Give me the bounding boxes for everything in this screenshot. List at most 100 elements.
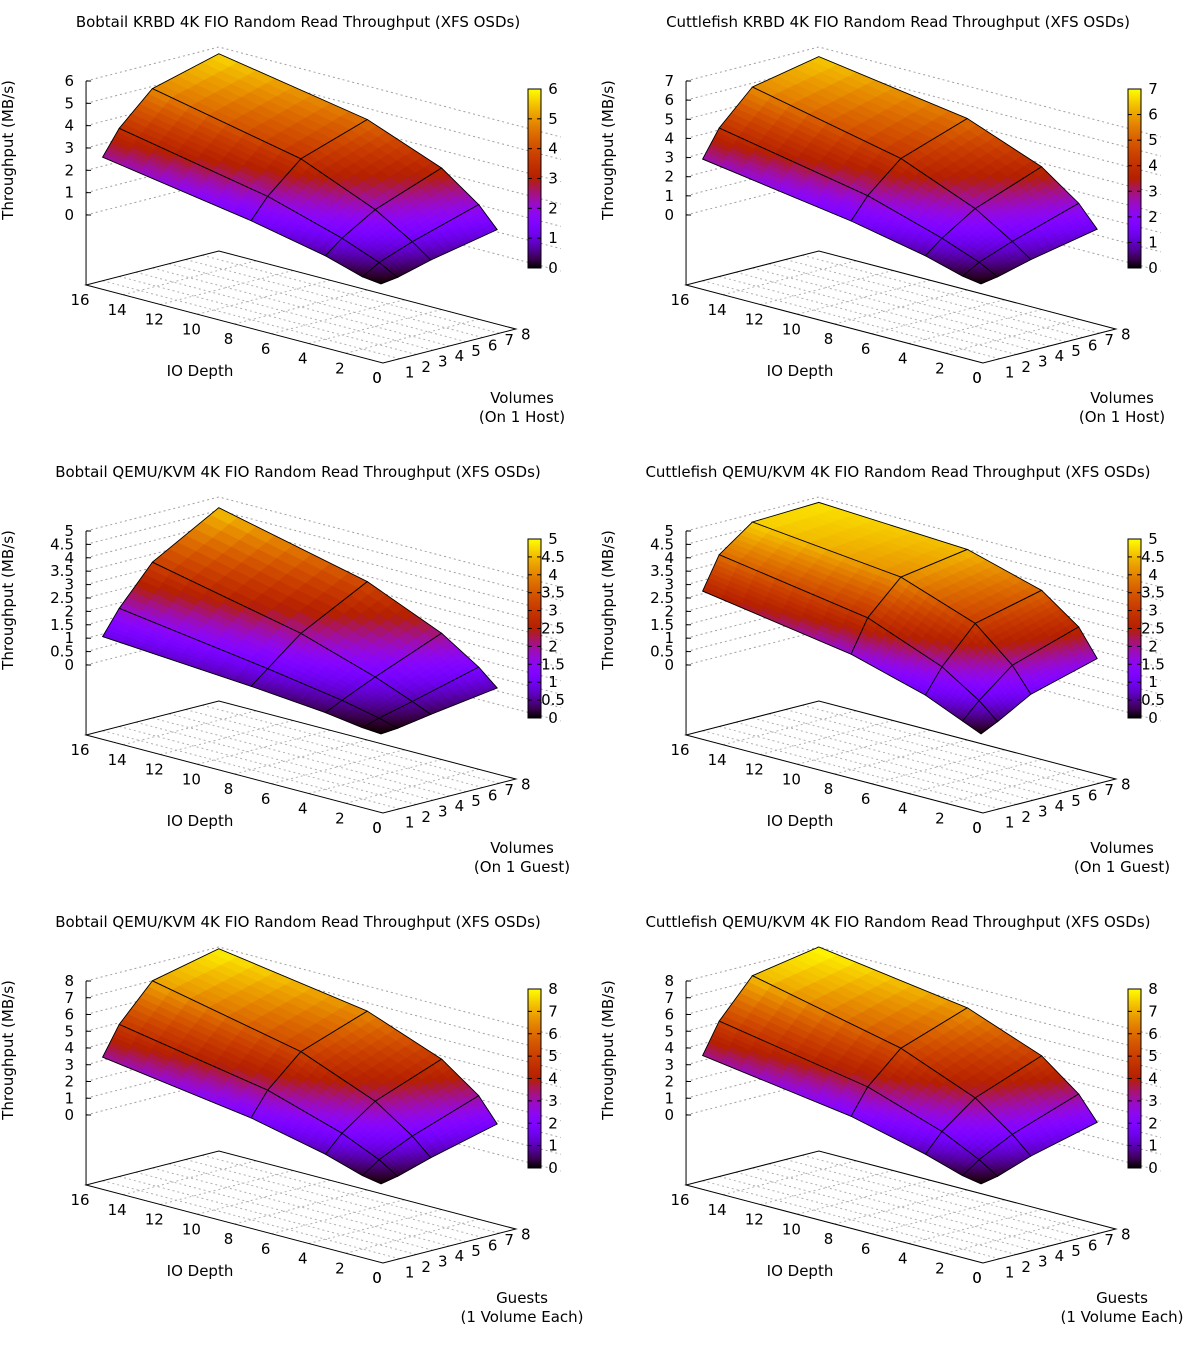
z-tick-label: 3 [664, 149, 674, 167]
z-gridline [685, 180, 1161, 272]
z-tick-label: 2 [664, 1073, 674, 1091]
z-gridline [685, 1080, 1161, 1172]
y-tick-label: 4 [455, 797, 465, 815]
x-tick-label: 8 [224, 780, 234, 798]
z-tick-label: 4 [664, 1039, 674, 1057]
x-tick-label: 2 [935, 359, 945, 377]
colorbar-tick-label: 5 [548, 1047, 558, 1065]
y-tick-label: 1 [405, 1264, 415, 1282]
surface-chart: Bobtail QEMU/KVM 4K FIO Random Read Thro… [0, 913, 584, 1326]
surface-patch [850, 617, 943, 696]
surface-patch [361, 1159, 399, 1185]
base-plane [684, 1150, 1118, 1264]
y-tick-label: 6 [1088, 336, 1098, 354]
z-gridline [85, 979, 561, 1071]
base-gridline [185, 709, 483, 788]
y-axis-label: Volumes [1090, 839, 1154, 857]
y-tick-label: 2 [421, 358, 431, 376]
y-axis-label: (On 1 Guest) [1074, 858, 1170, 876]
y-tick-label: 4 [455, 1247, 465, 1265]
z-tick-label: 3.5 [50, 562, 74, 580]
base-gridline [785, 709, 1083, 788]
base-gridline [152, 1167, 450, 1247]
x-tick-label: 8 [224, 1230, 234, 1248]
base-gridline [735, 271, 1033, 351]
chart-panel: Cuttlefish QEMU/KVM 4K FIO Random Read T… [600, 450, 1200, 900]
z-tick-label: 8 [64, 972, 74, 990]
surface-patch [151, 948, 369, 1053]
y-tick-label: 7 [1104, 1231, 1114, 1249]
colorbar-tick-label: 1.5 [1141, 655, 1165, 673]
colorbar-tick-label: 2 [1148, 1114, 1158, 1132]
z-gridline [685, 946, 1161, 1038]
colorbar-tick-label: 4 [548, 566, 558, 584]
chart-title: Cuttlefish KRBD 4K FIO Random Read Throu… [666, 13, 1130, 31]
z-gridline [85, 496, 561, 588]
z-gridline [85, 630, 561, 722]
colorbar-tick-label: 0 [1148, 709, 1158, 727]
colorbar-tick-label: 6 [548, 1025, 558, 1043]
surface-patch [718, 521, 902, 619]
z-gridline [85, 550, 561, 642]
z-gridline [685, 84, 1161, 176]
z-tick-label: 5 [64, 94, 74, 112]
z-gridline [685, 496, 1161, 588]
z-tick-label: 7 [64, 989, 74, 1007]
colorbar-tick-label: 2 [548, 199, 558, 217]
base-gridline [135, 271, 433, 351]
colorbar-tick-label: 3.5 [1141, 584, 1165, 602]
z-tick-label: 4 [64, 549, 74, 567]
z-tick-label: 2 [64, 1073, 74, 1091]
z-tick-label: 2.5 [650, 589, 674, 607]
surface-patch [961, 699, 999, 735]
y-tick-label: 7 [504, 1231, 514, 1249]
y-tick-label: 0 [972, 819, 982, 837]
y-tick-label: 7 [1104, 331, 1114, 349]
chart-title: Bobtail QEMU/KVM 4K FIO Random Read Thro… [55, 463, 541, 481]
y-tick-label: 7 [504, 781, 514, 799]
colorbar-tick-label: 5 [548, 530, 558, 548]
surface-patch [867, 1047, 976, 1133]
z-gridline [85, 180, 561, 272]
x-axis-label: IO Depth [767, 362, 834, 380]
x-tick-label: 0 [372, 1269, 382, 1287]
x-tick-label: 10 [782, 1220, 801, 1238]
base-gridline [702, 730, 1000, 810]
surface-patch [924, 237, 980, 277]
x-tick-label: 10 [182, 320, 201, 338]
base-plane [84, 700, 518, 814]
chart-title: Bobtail QEMU/KVM 4K FIO Random Read Thro… [55, 913, 541, 931]
x-tick-label: 14 [108, 751, 127, 769]
colorbar-tick-label: 8 [548, 980, 558, 998]
colorbar-tick-label: 6 [1148, 106, 1158, 124]
z-tick-label: 7 [664, 72, 674, 90]
surface-patch [850, 195, 943, 257]
colorbar-tick-label: 0 [548, 709, 558, 727]
surface-patch [751, 56, 969, 160]
base-gridline [752, 1167, 1050, 1247]
base-gridline [102, 730, 400, 810]
base-gridline [102, 280, 400, 360]
colorbar-tick-label: 2.5 [541, 620, 565, 638]
x-tick-label: 4 [298, 1250, 308, 1268]
y-tick-label: 1 [1005, 814, 1015, 832]
surface-patch [101, 1023, 269, 1119]
z-tick-label: 4 [64, 1039, 74, 1057]
colorbar-tick-label: 3 [1148, 1092, 1158, 1110]
x-tick-label: 6 [861, 340, 871, 358]
y-tick-label: 8 [1121, 325, 1131, 343]
base-gridline [752, 267, 1050, 347]
x-tick-label: 0 [372, 369, 382, 387]
z-tick-label: 5 [664, 110, 674, 128]
y-tick-label: 8 [1121, 1225, 1131, 1243]
y-tick-label: 8 [1121, 775, 1131, 793]
colorbar-tick-label: 3 [1148, 602, 1158, 620]
base-gridline [135, 721, 433, 801]
y-axis-label: (On 1 Host) [479, 408, 565, 426]
x-axis-label: IO Depth [767, 812, 834, 830]
colorbar-tick-label: 4 [548, 140, 558, 158]
y-tick-label: 5 [1071, 792, 1081, 810]
z-gridline [685, 161, 1161, 253]
chart-panel: Cuttlefish KRBD 4K FIO Random Read Throu… [600, 0, 1200, 450]
surface-patch [101, 607, 269, 687]
